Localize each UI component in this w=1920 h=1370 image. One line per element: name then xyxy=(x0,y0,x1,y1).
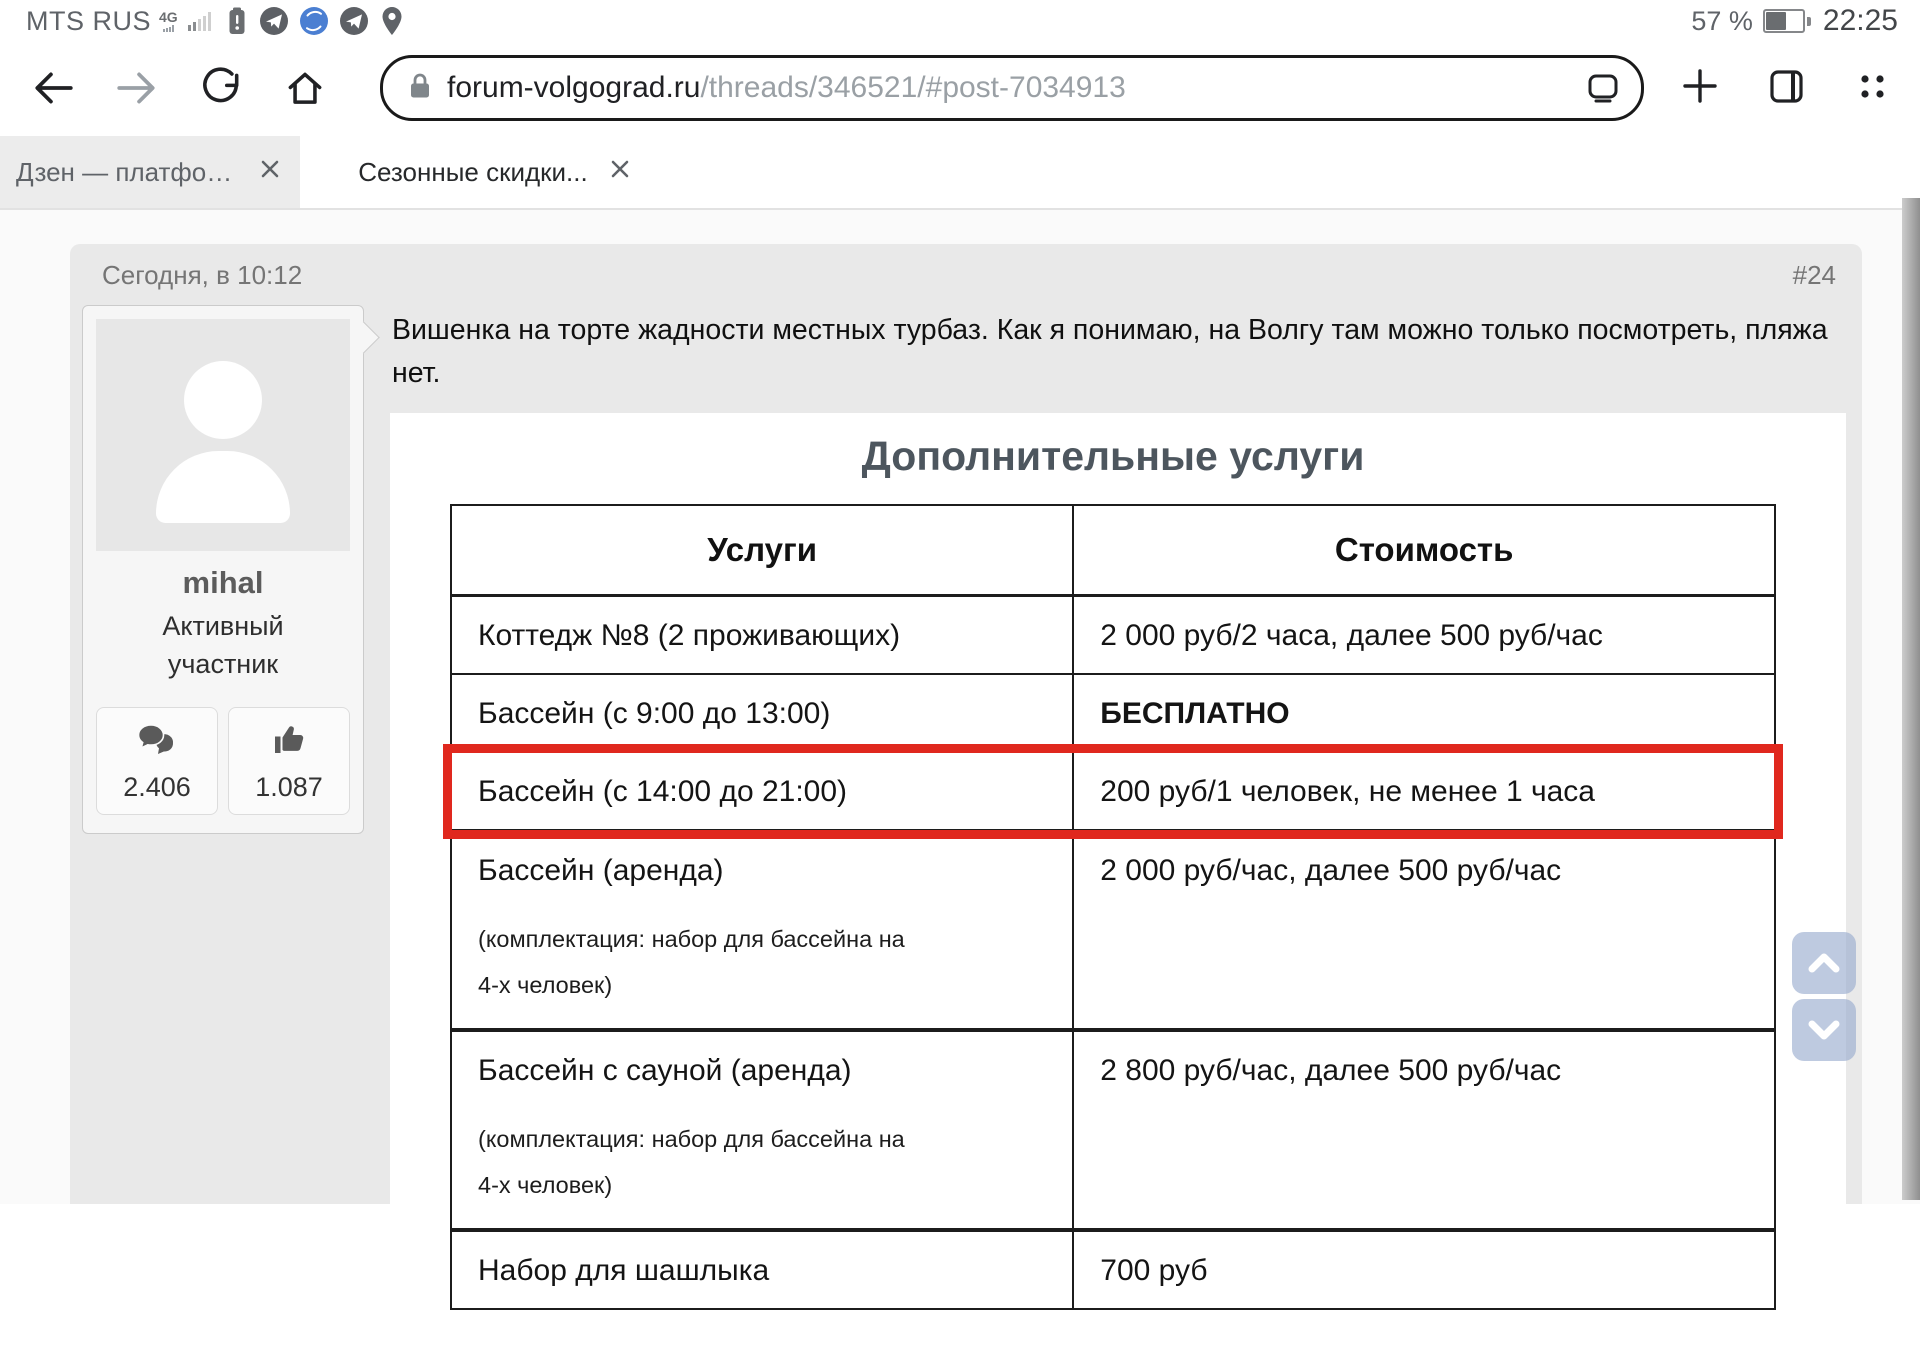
tab-label: Дзен — платформа... xyxy=(16,156,238,187)
scroll-down-button[interactable] xyxy=(1792,999,1856,1061)
telegram-icon xyxy=(259,6,289,36)
network-4g-icon: 4G xyxy=(159,10,178,32)
table-row: Бассейн (с 9:00 до 13:00) БЕСПЛАТНО xyxy=(449,673,1776,753)
table-row: Бассейн с сауной (аренда) (комплектация: … xyxy=(449,1028,1776,1231)
lock-icon xyxy=(407,70,433,107)
back-icon[interactable] xyxy=(30,65,76,111)
avatar[interactable] xyxy=(96,319,350,551)
user-role: Активный участник xyxy=(162,611,284,679)
battery-percent-label: 57 % xyxy=(1691,5,1753,36)
service-cell: Бассейн (аренда) (комплектация: набор для… xyxy=(449,829,1075,1031)
battery-alert-icon xyxy=(225,6,249,36)
tab-switcher-icon[interactable] xyxy=(1764,64,1808,113)
likes-stat: 1.087 xyxy=(228,707,350,815)
tab-seasonal-discounts[interactable]: Сезонные скидки... xyxy=(300,136,692,208)
thumbs-up-icon xyxy=(271,726,307,761)
forum-post: Сегодня, в 10:12 #24 mihal Активный учас… xyxy=(70,244,1862,1370)
username[interactable]: mihal xyxy=(182,565,264,600)
clock-label: 22:25 xyxy=(1822,4,1898,37)
desktop-site-icon[interactable] xyxy=(1583,68,1623,108)
url-text: forum-volgograd.ru/threads/346521/#post-… xyxy=(447,71,1126,104)
services-table: Услуги Стоимость Коттедж №8 (2 проживающ… xyxy=(443,504,1783,1310)
service-cell: Бассейн с сауной (аренда) (комплектация: … xyxy=(449,1028,1075,1231)
price-cell: 2 000 руб/час, далее 500 руб/час xyxy=(1072,829,1776,1031)
tab-dzen[interactable]: Дзен — платформа... xyxy=(0,136,300,208)
service-cell: Бассейн (с 9:00 до 13:00) xyxy=(449,673,1075,753)
service-cell: Бассейн (с 14:00 до 21:00) xyxy=(449,751,1075,832)
signal-bars-icon xyxy=(187,11,211,31)
post-message: Вишенка на торте жадности местных турбаз… xyxy=(390,305,1846,1370)
page-content: Сегодня, в 10:12 #24 mihal Активный учас… xyxy=(0,210,1920,1370)
table-row-highlighted: Бассейн (с 14:00 до 21:00) 200 руб/1 чело… xyxy=(443,744,1783,839)
table-row: Бассейн (аренда) (комплектация: набор для… xyxy=(449,829,1776,1031)
price-cell: 2 800 руб/час, далее 500 руб/час xyxy=(1072,1028,1776,1231)
speech-tail xyxy=(347,321,380,354)
close-icon[interactable] xyxy=(606,155,634,190)
telegram-arrow-icon xyxy=(339,6,369,36)
messages-icon xyxy=(137,724,177,761)
price-cell: 700 руб xyxy=(1072,1228,1776,1310)
service-cell: Набор для шашлыка xyxy=(449,1228,1075,1310)
scrollbar-thumb[interactable] xyxy=(1902,198,1920,1200)
menu-dots-icon[interactable] xyxy=(1850,64,1894,113)
tab-label: Сезонные скидки... xyxy=(358,156,588,187)
table-header-row: Услуги Стоимость xyxy=(449,504,1776,597)
messages-count: 2.406 xyxy=(123,772,191,802)
post-text: Вишенка на торте жадности местных турбаз… xyxy=(392,314,1828,389)
price-cell: БЕСПЛАТНО xyxy=(1072,673,1776,753)
tab-strip: Дзен — платформа... Сезонные скидки... xyxy=(0,136,1920,210)
table-row: Набор для шашлыка 700 руб xyxy=(449,1228,1776,1310)
table-row: Коттедж №8 (2 проживающих) 2 000 руб/2 ча… xyxy=(449,594,1776,675)
close-icon[interactable] xyxy=(256,155,284,190)
home-icon[interactable] xyxy=(282,65,328,111)
user-card: mihal Активный участник 2.406 1.087 xyxy=(82,305,380,834)
table-title: Дополнительные услуги xyxy=(861,433,1365,479)
address-bar[interactable]: forum-volgograd.ru/threads/346521/#post-… xyxy=(380,55,1644,121)
scroll-buttons xyxy=(1792,932,1856,1061)
browser-toolbar: forum-volgograd.ru/threads/346521/#post-… xyxy=(0,40,1920,136)
carrier-label: MTS RUS xyxy=(26,5,151,36)
reload-icon[interactable] xyxy=(198,65,244,111)
new-tab-icon[interactable] xyxy=(1678,64,1722,113)
attached-image[interactable]: Дополнительные услуги Услуги Стоимость К… xyxy=(390,413,1846,1370)
forward-icon[interactable] xyxy=(114,65,160,111)
likes-count: 1.087 xyxy=(255,772,323,802)
location-pin-icon xyxy=(379,5,405,37)
price-cell: 200 руб/1 человек, не менее 1 часа xyxy=(1072,751,1776,832)
messages-stat: 2.406 xyxy=(96,707,218,815)
price-cell: 2 000 руб/2 часа, далее 500 руб/час xyxy=(1072,594,1776,675)
battery-icon xyxy=(1762,9,1805,33)
scroll-up-button[interactable] xyxy=(1792,932,1856,994)
column-header-services: Услуги xyxy=(449,504,1075,597)
post-number[interactable]: #24 xyxy=(1792,260,1836,290)
post-header: Сегодня, в 10:12 #24 xyxy=(70,244,1862,297)
status-bar: MTS RUS 4G 57 % 22:25 xyxy=(0,0,1920,40)
column-header-price: Стоимость xyxy=(1072,504,1776,597)
browser-globe-icon xyxy=(299,6,329,36)
post-date[interactable]: Сегодня, в 10:12 xyxy=(102,260,303,290)
service-cell: Коттедж №8 (2 проживающих) xyxy=(449,594,1075,675)
